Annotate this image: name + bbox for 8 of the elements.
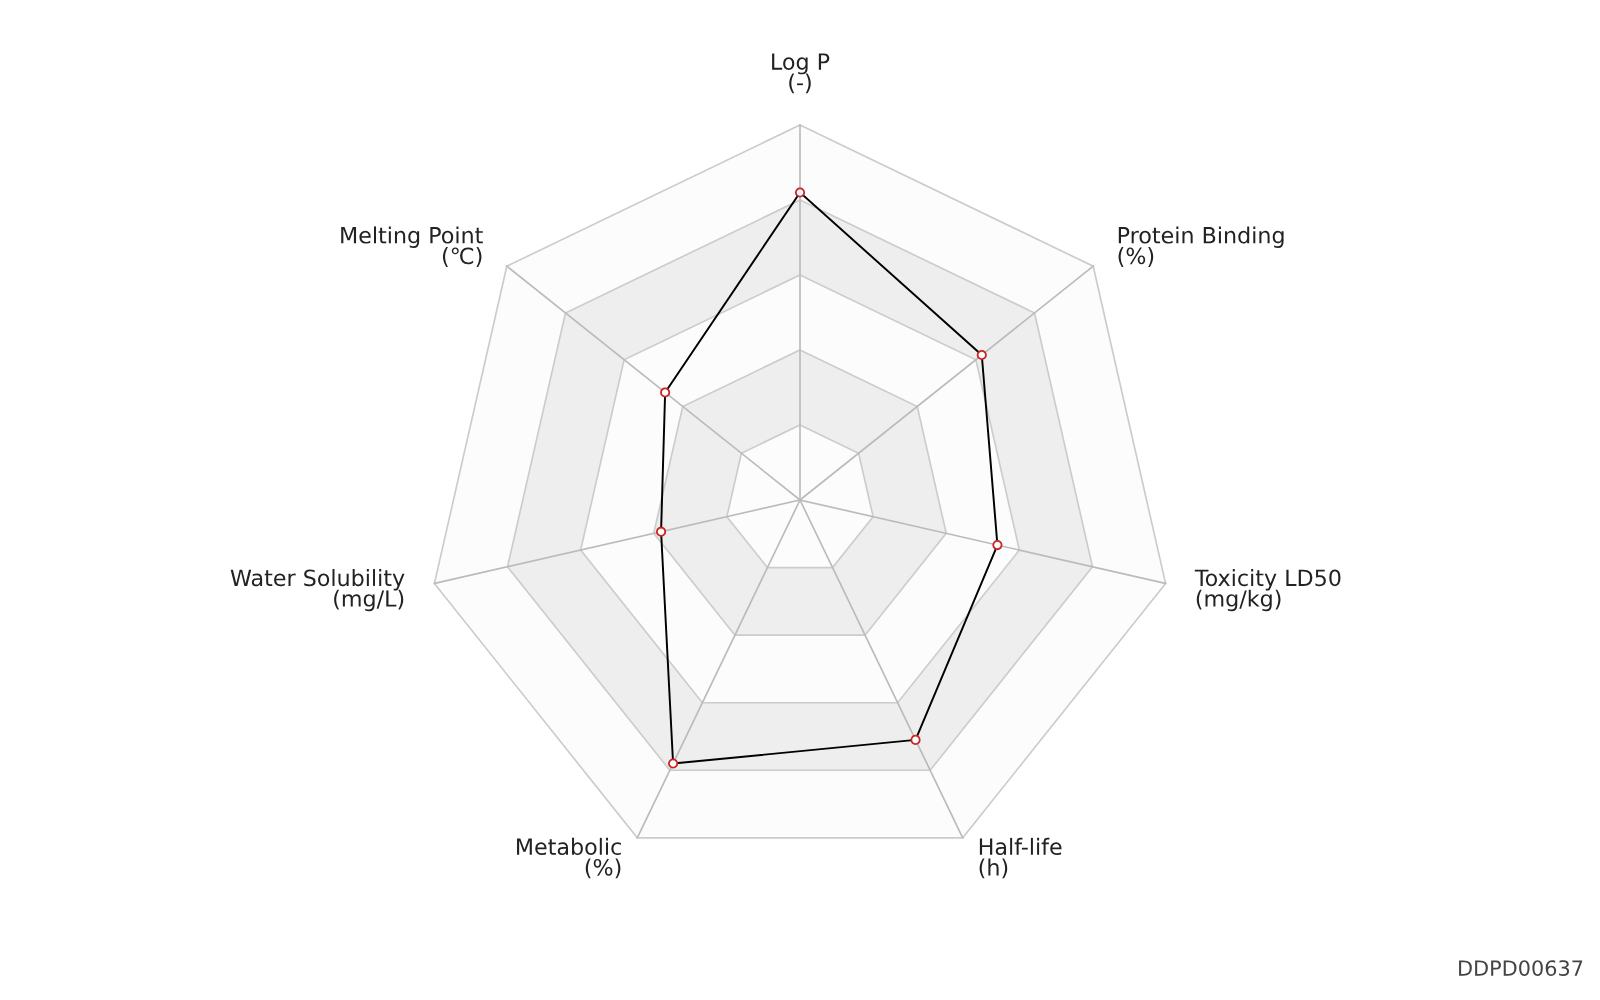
spoke-label: Melting Point (℃): [341, 226, 483, 267]
spoke-label: Water Solubility (mg/L): [230, 569, 405, 612]
text: DDPD00637: [1459, 960, 1583, 976]
spoke-label: Toxicity LD50 (mg/kg): [1194, 569, 1341, 612]
spoke-label: Protein Binding (%): [1118, 226, 1284, 267]
spoke-label: Metabolic (%): [517, 837, 621, 879]
spoke-label: Log P (-): [772, 53, 830, 94]
spoke-label: Half-life (h): [979, 837, 1062, 879]
